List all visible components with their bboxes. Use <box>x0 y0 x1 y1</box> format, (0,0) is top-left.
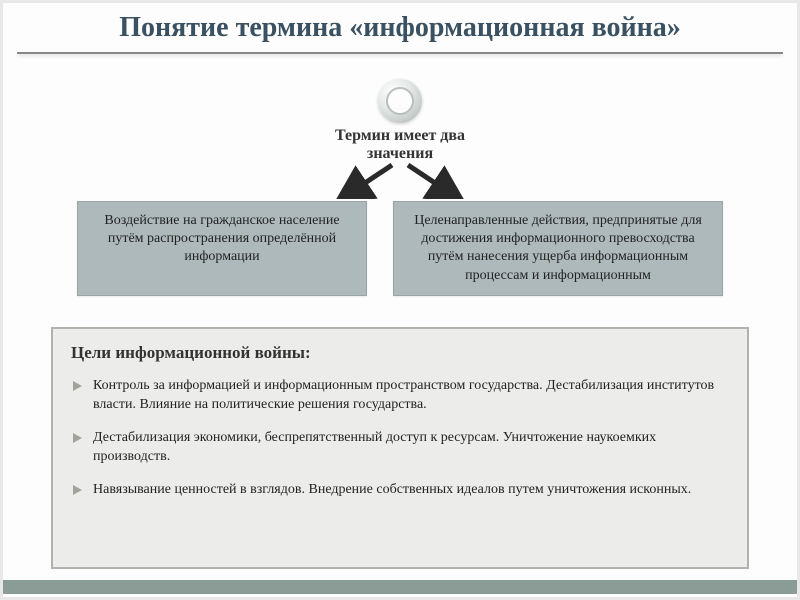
bottom-bar <box>3 580 797 594</box>
subtitle: Термин имеет два значения <box>335 127 465 164</box>
definition-boxes: Воздействие на гражданское население пут… <box>3 201 797 296</box>
subtitle-line-1: Термин имеет два <box>335 127 465 144</box>
decorative-circle <box>378 79 422 123</box>
goal-item: Дестабилизация экономики, беспрепятствен… <box>71 429 729 467</box>
goals-panel: Цели информационной войны: Контроль за и… <box>51 327 749 569</box>
subtitle-line-2: значения <box>367 145 433 162</box>
slide: Понятие термина «информационная война» Т… <box>0 0 800 600</box>
goal-item: Навязывание ценностей в взглядов. Внедре… <box>71 481 729 500</box>
definition-left: Воздействие на гражданское население пут… <box>77 201 367 296</box>
definition-right: Целенаправленные действия, предпринятые … <box>393 201 723 296</box>
page-title: Понятие термина «информационная война» <box>3 3 797 52</box>
branch-arrows <box>320 163 480 199</box>
goals-heading: Цели информационной войны: <box>71 343 729 363</box>
title-underline <box>17 52 783 54</box>
goal-item: Контроль за информацией и информационным… <box>71 377 729 415</box>
goals-list: Контроль за информацией и информационным… <box>71 377 729 499</box>
